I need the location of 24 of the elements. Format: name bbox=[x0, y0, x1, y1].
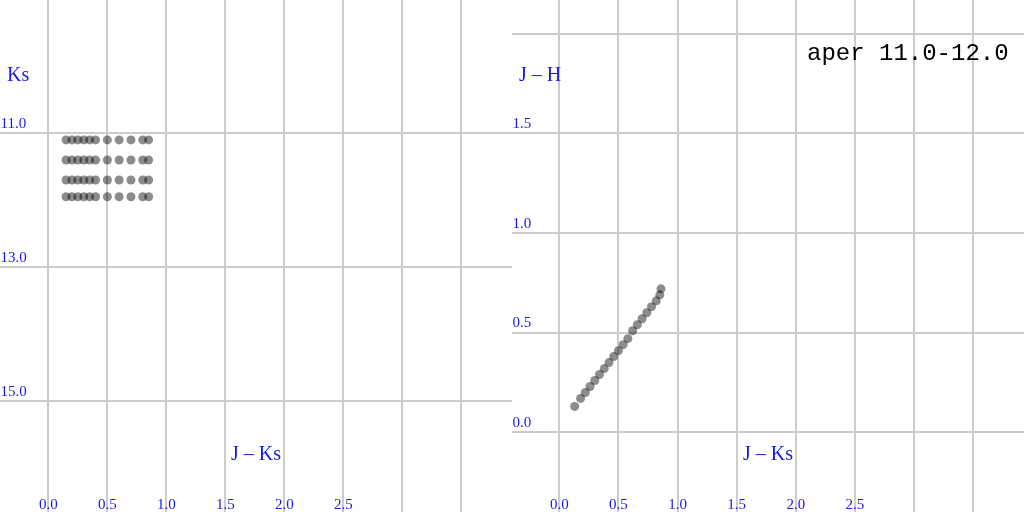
y-tick-label: 0.0 bbox=[512, 414, 532, 431]
y-tick-label: 11.0 bbox=[0, 114, 27, 131]
x-tick-label: 1.0 bbox=[668, 496, 687, 512]
y-tick-label: 1.0 bbox=[512, 214, 532, 231]
x-tick-label: 0.5 bbox=[97, 496, 117, 512]
x-tick-label: 1.5 bbox=[215, 496, 235, 512]
y-axis-title: Ks bbox=[7, 63, 30, 85]
y-axis-title: J – H bbox=[519, 63, 562, 85]
x-tick-label: 2.5 bbox=[845, 496, 865, 512]
x-tick-label: 1.0 bbox=[156, 496, 176, 512]
x-tick-label: 2.0 bbox=[274, 496, 294, 512]
y-tick-label: 15.0 bbox=[0, 382, 27, 399]
y-tick-label: 13.0 bbox=[0, 248, 27, 265]
x-axis-title: J – Ks bbox=[743, 442, 794, 464]
x-tick-label: 1.5 bbox=[727, 496, 747, 512]
x-tick-label: 0.0 bbox=[38, 496, 58, 512]
x-tick-label: 0.5 bbox=[609, 496, 628, 512]
x-tick-label: 0.0 bbox=[549, 496, 569, 512]
text: aper 11.0-12.0 bbox=[807, 39, 1009, 67]
y-tick-label: 1.5 bbox=[512, 115, 532, 132]
x-tick-label: 2.5 bbox=[333, 496, 353, 512]
x-tick-label: 2.0 bbox=[786, 496, 806, 512]
y-tick-label: 0.5 bbox=[512, 314, 532, 331]
x-axis-title: J – Ks bbox=[231, 442, 282, 464]
